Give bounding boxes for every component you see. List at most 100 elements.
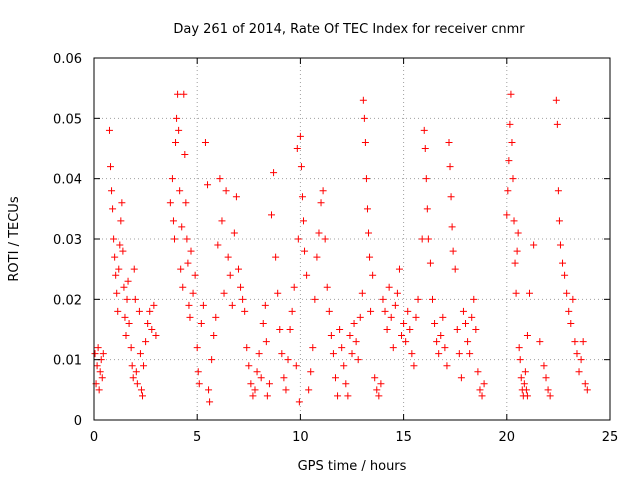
y-tick-label: 0.02 bbox=[53, 293, 82, 308]
data-point bbox=[410, 362, 418, 370]
data-point bbox=[408, 350, 416, 358]
data-point bbox=[510, 217, 518, 225]
data-point bbox=[511, 259, 519, 267]
data-point bbox=[472, 326, 480, 333]
data-point bbox=[459, 307, 467, 315]
data-point bbox=[325, 307, 333, 315]
data-point bbox=[350, 319, 358, 327]
data-point bbox=[515, 344, 523, 352]
data-point bbox=[123, 295, 131, 303]
data-point bbox=[218, 217, 226, 225]
data-point bbox=[247, 380, 255, 388]
data-point bbox=[453, 326, 461, 333]
data-point bbox=[575, 368, 583, 376]
data-point bbox=[119, 247, 127, 255]
data-point bbox=[462, 319, 470, 327]
data-point bbox=[226, 271, 234, 279]
data-point bbox=[128, 362, 136, 370]
data-point bbox=[389, 344, 397, 352]
data-point bbox=[199, 301, 207, 309]
data-point bbox=[553, 120, 561, 128]
data-point bbox=[546, 392, 554, 400]
data-point bbox=[352, 338, 360, 346]
data-point bbox=[311, 295, 319, 303]
data-point bbox=[342, 380, 350, 388]
data-point bbox=[111, 253, 119, 261]
data-point bbox=[414, 295, 422, 303]
data-point bbox=[189, 289, 197, 297]
data-point bbox=[96, 368, 104, 376]
data-point bbox=[544, 386, 552, 394]
data-point bbox=[375, 392, 383, 400]
data-point bbox=[262, 338, 270, 346]
data-point bbox=[569, 295, 577, 303]
data-point bbox=[234, 265, 242, 273]
data-point bbox=[478, 392, 486, 400]
data-point bbox=[521, 368, 529, 376]
data-point bbox=[433, 338, 441, 346]
data-point bbox=[504, 187, 512, 195]
data-point bbox=[391, 301, 399, 309]
data-point bbox=[334, 392, 342, 400]
data-point bbox=[245, 362, 253, 370]
data-point bbox=[513, 247, 521, 255]
data-point bbox=[276, 326, 284, 333]
data-point bbox=[367, 307, 375, 315]
data-point bbox=[428, 295, 436, 303]
data-point bbox=[137, 386, 145, 394]
data-point bbox=[296, 132, 304, 140]
data-point bbox=[555, 217, 563, 225]
data-point bbox=[243, 344, 251, 352]
data-point bbox=[183, 235, 191, 243]
data-point bbox=[366, 253, 374, 261]
data-point bbox=[212, 313, 220, 321]
data-point bbox=[303, 271, 311, 279]
data-point bbox=[280, 374, 288, 382]
data-point bbox=[422, 175, 430, 183]
data-point bbox=[251, 386, 259, 394]
data-point bbox=[204, 181, 212, 189]
data-point bbox=[210, 332, 218, 340]
data-point bbox=[565, 307, 573, 315]
data-point bbox=[216, 175, 224, 183]
data-point bbox=[294, 235, 302, 243]
data-point bbox=[423, 205, 431, 213]
data-point bbox=[284, 356, 292, 364]
data-point bbox=[107, 163, 115, 171]
x-tick-label: 15 bbox=[395, 430, 412, 445]
data-point bbox=[177, 265, 185, 273]
data-point bbox=[292, 362, 300, 370]
data-point bbox=[360, 114, 368, 122]
data-point bbox=[321, 235, 329, 243]
data-point bbox=[125, 319, 133, 327]
data-point bbox=[136, 350, 144, 358]
data-point bbox=[309, 344, 317, 352]
data-point bbox=[331, 374, 339, 382]
data-point bbox=[371, 374, 379, 382]
data-point bbox=[144, 319, 152, 327]
data-points bbox=[91, 90, 591, 406]
data-point bbox=[313, 253, 321, 261]
data-point bbox=[94, 344, 102, 352]
data-point bbox=[476, 386, 484, 394]
data-point bbox=[139, 392, 147, 400]
y-tick-label: 0 bbox=[74, 414, 82, 429]
data-point bbox=[148, 326, 156, 333]
data-point bbox=[435, 350, 443, 358]
data-point bbox=[286, 326, 294, 333]
data-point bbox=[509, 175, 517, 183]
data-point bbox=[206, 398, 214, 406]
data-point bbox=[466, 350, 474, 358]
data-point bbox=[114, 307, 122, 315]
data-point bbox=[132, 368, 140, 376]
data-point bbox=[362, 175, 370, 183]
data-point bbox=[323, 283, 331, 291]
data-point bbox=[516, 356, 524, 364]
data-point bbox=[122, 332, 130, 340]
data-point bbox=[418, 235, 426, 243]
data-point bbox=[197, 319, 205, 327]
data-point bbox=[270, 169, 278, 177]
data-point bbox=[517, 374, 525, 382]
data-point bbox=[133, 380, 141, 388]
data-point bbox=[369, 271, 377, 279]
